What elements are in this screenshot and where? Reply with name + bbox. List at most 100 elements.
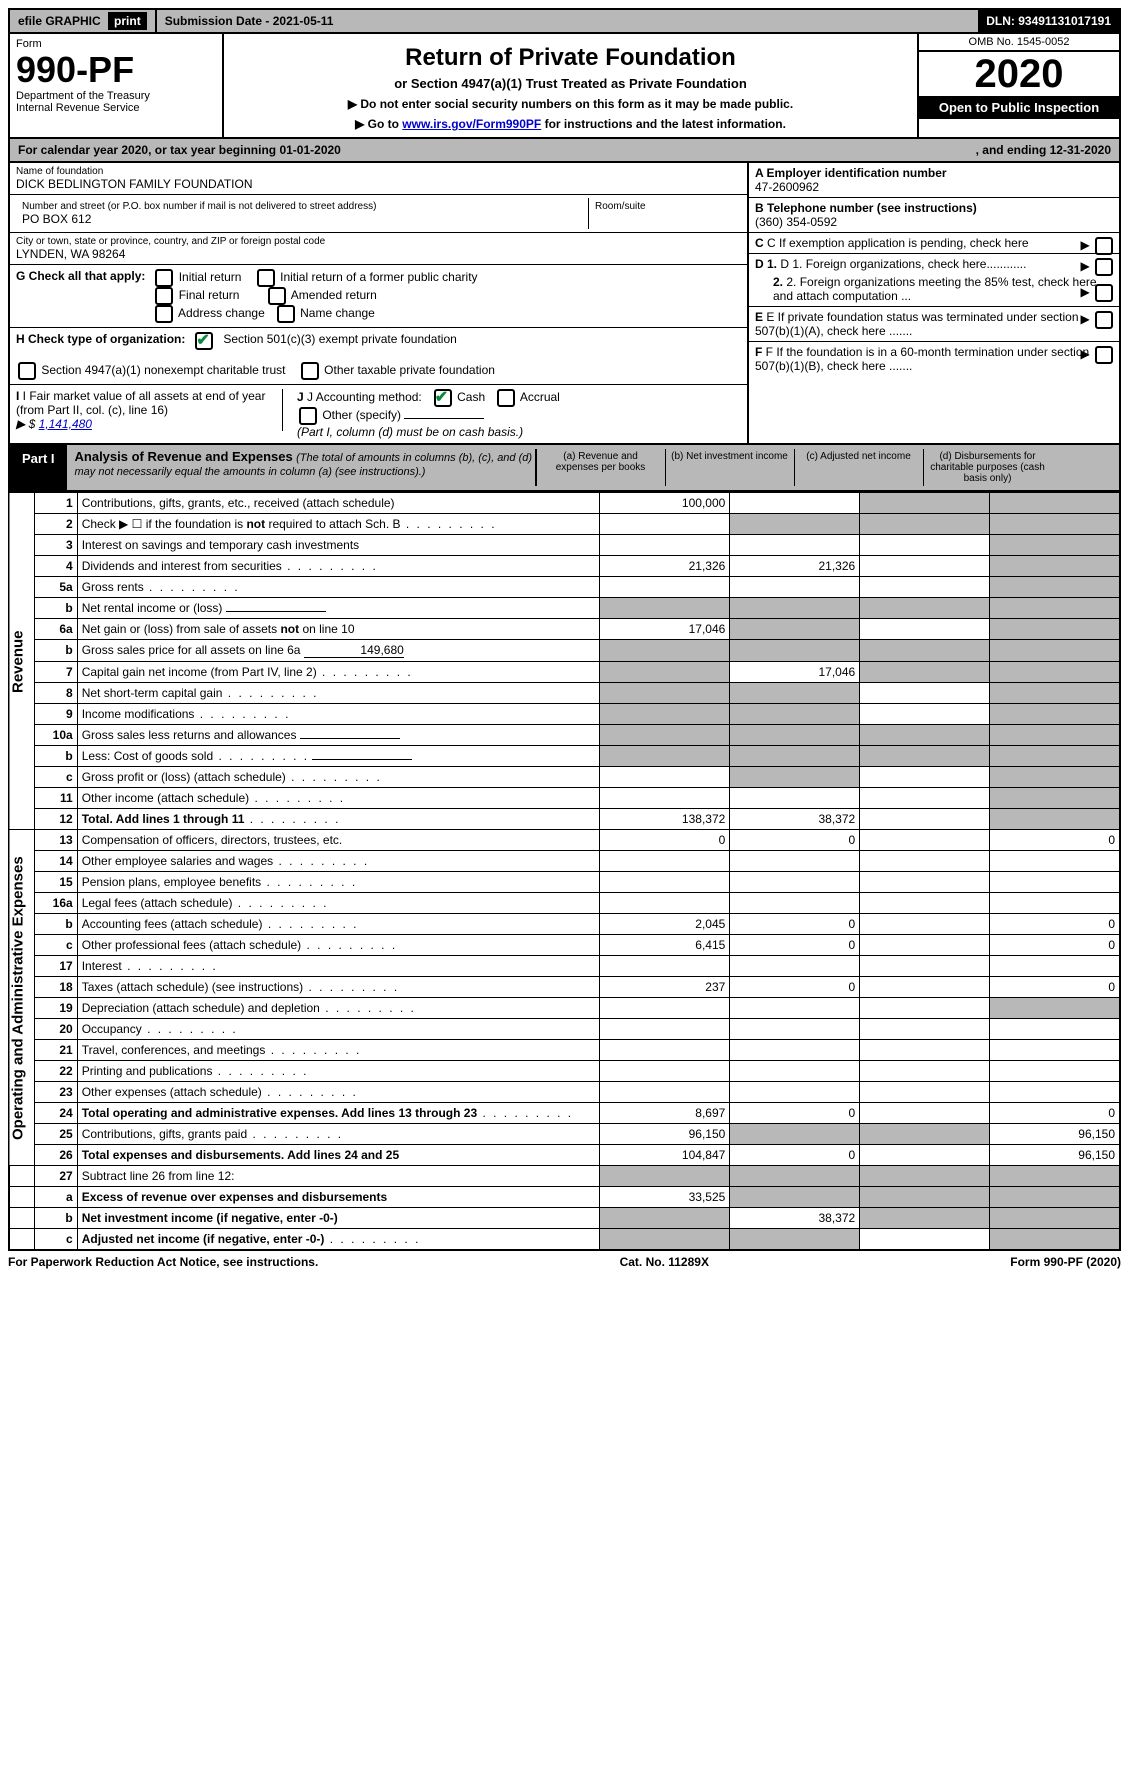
line-description: Occupancy [77,1019,600,1040]
accrual-checkbox[interactable] [497,389,515,407]
address-change-checkbox[interactable] [155,305,173,323]
amount-cell-shaded [990,577,1120,598]
amount-cell [990,956,1120,977]
amount-cell-shaded [730,1187,860,1208]
table-row: 10aGross sales less returns and allowanc… [9,725,1120,746]
amount-cell-shaded [990,1208,1120,1229]
line-number: 23 [35,1082,78,1103]
name-change-checkbox[interactable] [277,305,295,323]
4947-checkbox[interactable] [18,362,36,380]
amount-cell-shaded [990,746,1120,767]
table-row: 26Total expenses and disbursements. Add … [9,1145,1120,1166]
amount-cell: 0 [990,977,1120,998]
amount-cell [990,1061,1120,1082]
d-cell: D 1. D 1. Foreign organizations, check h… [749,254,1119,307]
other-taxable-checkbox[interactable] [301,362,319,380]
amount-cell [860,1103,990,1124]
amount-cell-shaded [860,598,990,619]
line-description: Travel, conferences, and meetings [77,1040,600,1061]
d2-checkbox[interactable] [1095,284,1113,302]
amount-cell [990,872,1120,893]
footer-cat-no: Cat. No. 11289X [620,1255,709,1269]
amount-cell-shaded [860,1166,990,1187]
amount-cell: 0 [730,977,860,998]
instr2-suffix: for instructions and the latest informat… [545,117,786,131]
amount-cell-shaded [730,1124,860,1145]
line-description: Accounting fees (attach schedule) [77,914,600,935]
amount-cell [730,872,860,893]
table-row: 12Total. Add lines 1 through 11138,37238… [9,809,1120,830]
line-number: 16a [35,893,78,914]
line-number: b [35,914,78,935]
amount-cell [860,1040,990,1061]
501c3-checkbox[interactable] [195,332,213,350]
e-cell: E E If private foundation status was ter… [749,307,1119,342]
line-number: 6a [35,619,78,640]
amount-cell-shaded [600,1229,730,1251]
footer-right: Form 990-PF (2020) [1010,1255,1121,1269]
c-checkbox[interactable] [1095,237,1113,255]
phone-value: (360) 354-0592 [755,215,1113,229]
table-row: 24Total operating and administrative exp… [9,1103,1120,1124]
amount-cell [860,872,990,893]
line-description: Adjusted net income (if negative, enter … [77,1229,600,1251]
amount-cell [730,493,860,514]
amount-cell [860,683,990,704]
amount-cell-shaded [990,725,1120,746]
amount-cell [860,809,990,830]
city-value: LYNDEN, WA 98264 [16,247,741,261]
line-description: Contributions, gifts, grants paid [77,1124,600,1145]
d1-checkbox[interactable] [1095,258,1113,276]
c-cell: C C If exemption application is pending,… [749,233,1119,254]
amount-cell-shaded [860,725,990,746]
amount-cell-shaded [990,1229,1120,1251]
table-row: 21Travel, conferences, and meetings [9,1040,1120,1061]
f-checkbox[interactable] [1095,346,1113,364]
line-number: 17 [35,956,78,977]
table-row: cGross profit or (loss) (attach schedule… [9,767,1120,788]
final-return-label: Final return [179,288,240,302]
line-description: Income modifications [77,704,600,725]
amended-return-checkbox[interactable] [268,287,286,305]
amount-cell [990,1082,1120,1103]
table-row: bNet investment income (if negative, ent… [9,1208,1120,1229]
irs-form-link[interactable]: www.irs.gov/Form990PF [402,117,541,131]
other-method-checkbox[interactable] [299,407,317,425]
amount-cell-shaded [600,746,730,767]
amount-cell-shaded [730,725,860,746]
line-number: 1 [35,493,78,514]
line-number: 10a [35,725,78,746]
table-row: 6aNet gain or (loss) from sale of assets… [9,619,1120,640]
amount-cell [600,1061,730,1082]
final-return-checkbox[interactable] [155,287,173,305]
amount-cell-shaded [730,1166,860,1187]
amount-cell [730,956,860,977]
amount-cell: 8,697 [600,1103,730,1124]
table-row: 14Other employee salaries and wages [9,851,1120,872]
table-row: aExcess of revenue over expenses and dis… [9,1187,1120,1208]
e-checkbox[interactable] [1095,311,1113,329]
amount-cell: 17,046 [600,619,730,640]
line-number: 9 [35,704,78,725]
table-row: bAccounting fees (attach schedule)2,0450… [9,914,1120,935]
amount-cell-shaded [600,725,730,746]
line-description: Net investment income (if negative, ente… [77,1208,600,1229]
col-d-header: (d) Disbursements for charitable purpose… [923,449,1052,486]
section-j: J J Accounting method: Cash Accrual Othe… [291,389,741,439]
fmv-value-link[interactable]: 1,141,480 [39,417,92,431]
table-row: Revenue1Contributions, gifts, grants, et… [9,493,1120,514]
amount-cell-shaded [860,746,990,767]
line-number: c [35,1229,78,1251]
initial-return-checkbox[interactable] [155,269,173,287]
efile-text: efile GRAPHIC [18,14,101,28]
line-description: Compensation of officers, directors, tru… [77,830,600,851]
amount-cell: 2,045 [600,914,730,935]
cash-checkbox[interactable] [434,389,452,407]
amount-cell [730,1019,860,1040]
ein-cell: A Employer identification number 47-2600… [749,163,1119,198]
amount-cell: 38,372 [730,809,860,830]
header-left: Form 990-PF Department of the Treasury I… [10,34,224,137]
initial-former-checkbox[interactable] [257,269,275,287]
line-description: Capital gain net income (from Part IV, l… [77,662,600,683]
open-to-public: Open to Public Inspection [919,96,1119,119]
